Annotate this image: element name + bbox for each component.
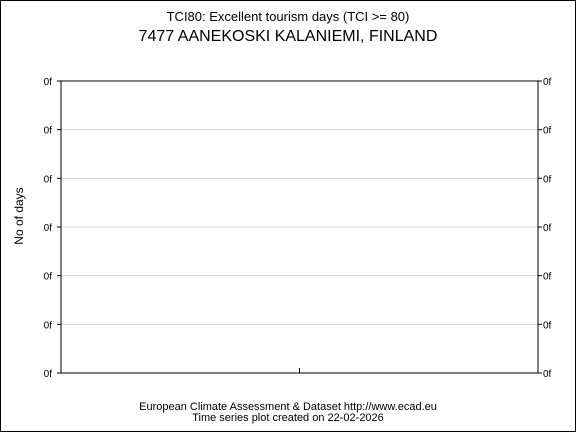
footer-source: European Climate Assessment & Dataset ht…	[139, 401, 437, 413]
y-tick-label-left: 0f	[44, 77, 53, 88]
y-tick-label-left: 0f	[44, 126, 53, 137]
chart-title: TCI80: Excellent tourism days (TCI >= 80…	[166, 9, 410, 24]
chart-subtitle: 7477 AANEKOSKI KALANIEMI, FINLAND	[138, 28, 438, 45]
y-tick-label-right: 0f	[543, 320, 552, 331]
y-tick-label-right: 0f	[543, 77, 552, 88]
y-tick-label-right: 0f	[543, 272, 552, 283]
y-tick-label-right: 0f	[543, 126, 552, 137]
y-tick-label-right: 0f	[543, 223, 552, 234]
y-tick-label-left: 0f	[44, 272, 53, 283]
footer-created: Time series plot created on 22-02-2026	[192, 412, 384, 424]
y-tick-label-right: 0f	[543, 369, 552, 380]
y-tick-label-left: 0f	[44, 320, 53, 331]
plot-border	[60, 80, 539, 374]
y-tick-label-left: 0f	[44, 369, 53, 380]
y-tick-label-right: 0f	[543, 174, 552, 185]
y-tick-label-left: 0f	[44, 174, 53, 185]
y-tick-label-left: 0f	[44, 223, 53, 234]
